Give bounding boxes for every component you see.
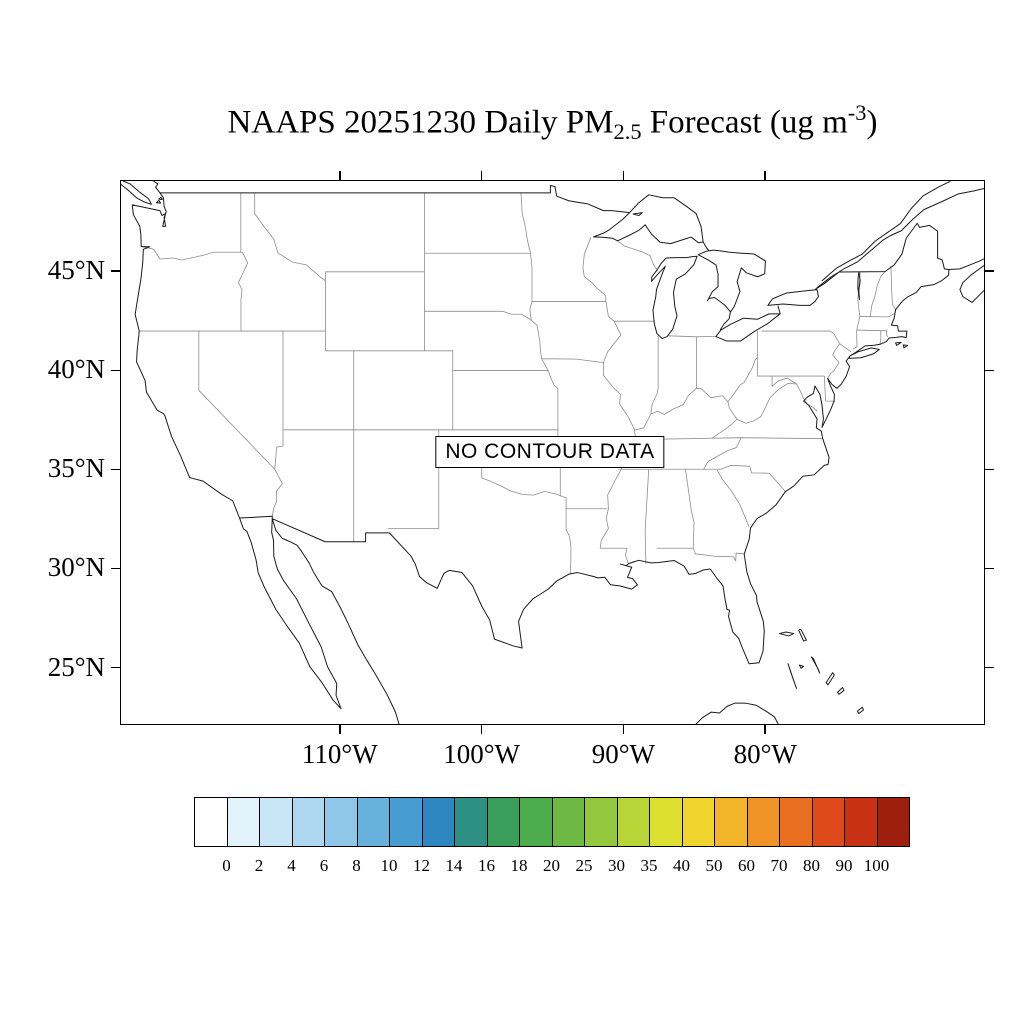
lon-tick <box>480 725 483 734</box>
colorbar-cell <box>584 797 618 847</box>
lon-tick <box>622 725 625 734</box>
lat-tick <box>111 666 120 669</box>
colorbar-cell <box>746 797 780 847</box>
colorbar-tick-label: 100 <box>863 856 890 875</box>
colorbar-cell <box>454 797 488 847</box>
lon-tick <box>339 725 341 734</box>
colorbar-tick-label: 6 <box>319 856 329 875</box>
lat-tick-label: 25°N <box>47 651 105 682</box>
colorbar-cell <box>811 797 845 847</box>
map-frame <box>120 180 985 725</box>
colorbar-cell <box>356 797 390 847</box>
colorbar-tick-label: 90 <box>835 856 853 875</box>
lon-tick-label: 100°W <box>443 739 520 769</box>
colorbar-tick-label: 12 <box>413 856 430 875</box>
lon-tick-label: 90°W <box>591 739 656 769</box>
colorbar-tick-label: 20 <box>543 856 560 875</box>
lat-tick <box>111 270 120 272</box>
lon-tick <box>339 171 341 180</box>
colorbar-cell <box>259 797 293 847</box>
lon-tick <box>764 725 766 734</box>
lat-tick-label: 40°N <box>47 354 105 385</box>
lon-tick <box>764 171 766 180</box>
colorbar-tick-label: 25 <box>575 856 593 875</box>
lat-tick <box>111 369 120 371</box>
state-borders <box>139 193 896 573</box>
colorbar-cell <box>519 797 553 847</box>
colorbar-cell <box>389 797 423 847</box>
lat-tick <box>111 468 120 471</box>
colorbar-cell <box>714 797 748 847</box>
colorbar-cell <box>421 797 455 847</box>
lon-tick <box>480 171 483 180</box>
coastline <box>121 181 984 724</box>
lon-tick <box>622 171 625 180</box>
colorbar-cell <box>486 797 520 847</box>
lon-tick-label: 80°W <box>733 739 797 769</box>
colorbar-cell <box>291 797 325 847</box>
colorbar-cell <box>226 797 260 847</box>
colorbar-cell <box>681 797 715 847</box>
colorbar-cell <box>616 797 650 847</box>
colorbar-tick-label: 80 <box>803 856 820 875</box>
colorbar-cell <box>649 797 683 847</box>
colorbar-tick-label: 10 <box>380 856 398 875</box>
colorbar-tick-label: 50 <box>705 856 723 875</box>
colorbar-tick-label: 2 <box>254 856 264 875</box>
colorbar-tick-label: 35 <box>640 856 658 875</box>
colorbar-cell <box>324 797 358 847</box>
lon-tick-label: 110°W <box>301 739 378 769</box>
colorbar-tick-label: 14 <box>445 856 463 875</box>
lat-tick <box>985 666 994 669</box>
title-middle: Forecast (ug m <box>641 104 848 141</box>
plot-title: NAAPS 20251230 Daily PM2.5 Forecast (ug … <box>120 100 985 145</box>
colorbar-tick-label: 8 <box>352 856 361 875</box>
title-superscript: -3 <box>847 100 867 125</box>
colorbar-cell <box>779 797 813 847</box>
lat-tick-label: 45°N <box>47 255 105 286</box>
lat-tick <box>985 270 994 272</box>
colorbar-tick-label: 30 <box>608 856 625 875</box>
lat-tick-label: 35°N <box>47 453 105 484</box>
colorbar-tick-label: 16 <box>478 856 495 875</box>
colorbar-tick-label: 4 <box>287 856 296 875</box>
colorbar-tick-label: 18 <box>510 856 528 875</box>
lat-tick <box>985 369 994 371</box>
colorbar-cell <box>844 797 878 847</box>
colorbar-cell <box>194 797 228 847</box>
colorbar-tick-label: 40 <box>673 856 690 875</box>
colorbar-cell <box>876 797 910 847</box>
title-suffix: ) <box>866 104 878 141</box>
no-contour-data-label: NO CONTOUR DATA <box>435 436 665 468</box>
colorbar-tick-label: 70 <box>770 856 788 875</box>
lat-tick <box>111 567 120 570</box>
lat-tick <box>985 567 994 570</box>
colorbar-cell <box>551 797 585 847</box>
lat-tick <box>985 468 994 471</box>
colorbar-tick-label: 60 <box>738 856 755 875</box>
colorbar-tick-label: 0 <box>222 856 231 875</box>
title-prefix: NAAPS 20251230 Daily PM <box>227 104 614 141</box>
map-svg <box>121 181 984 724</box>
lat-tick-label: 30°N <box>47 552 105 583</box>
title-subscript: 2.5 <box>613 119 642 145</box>
